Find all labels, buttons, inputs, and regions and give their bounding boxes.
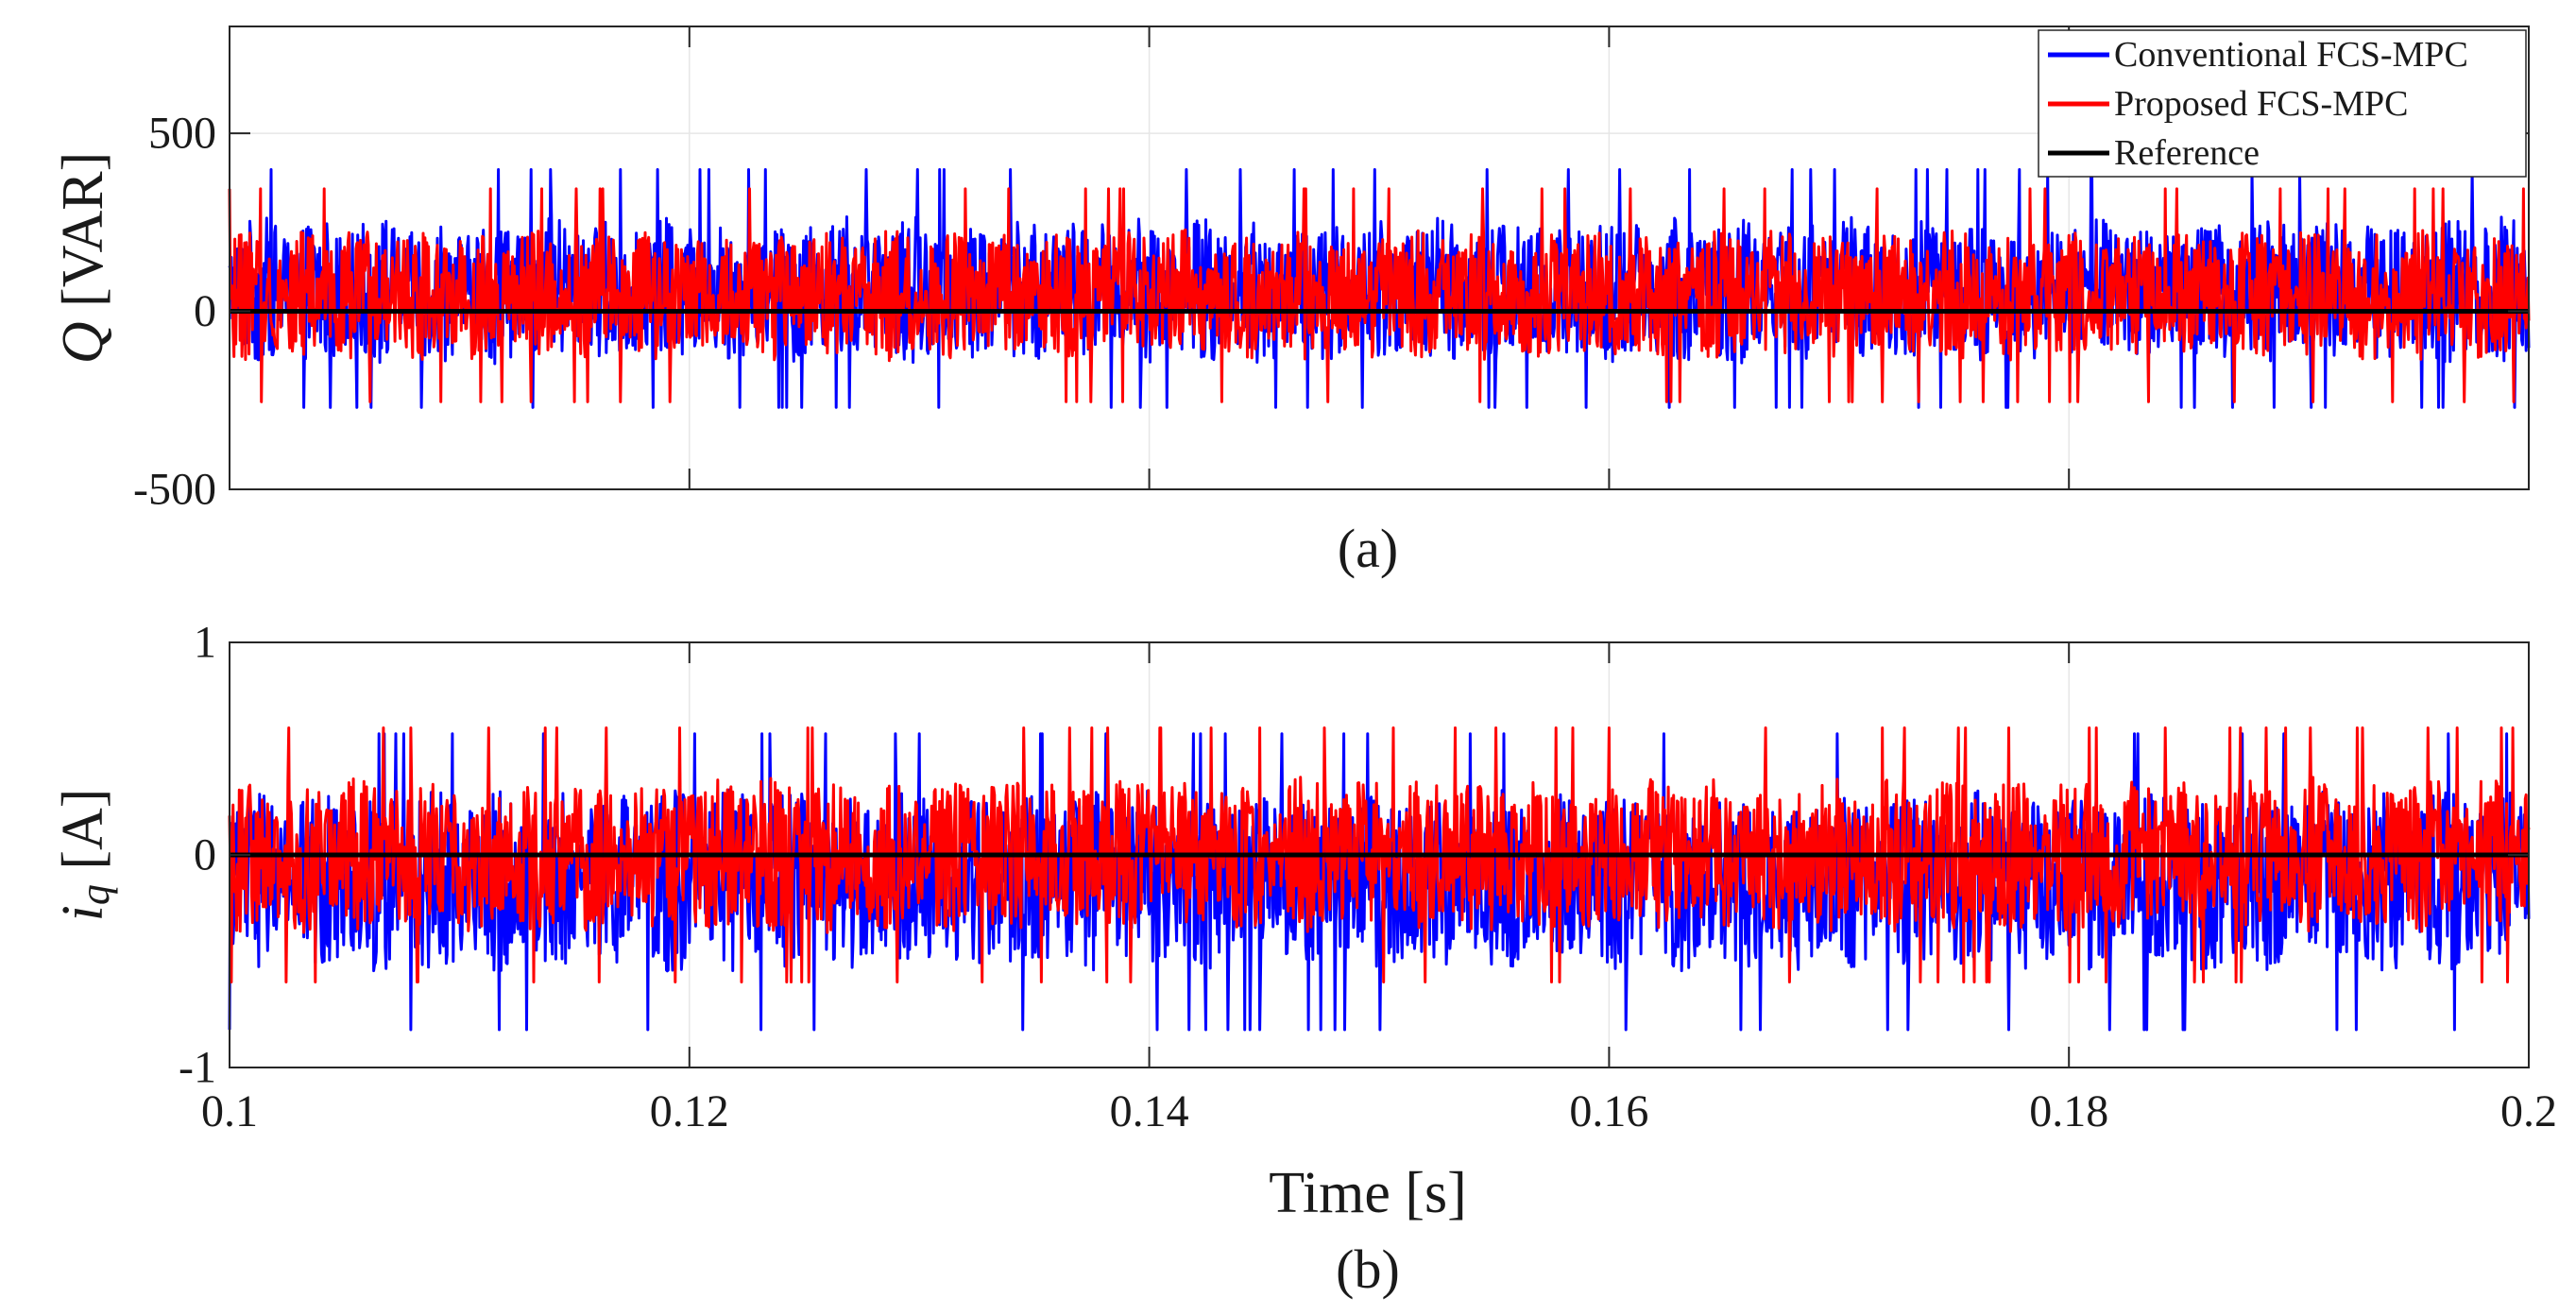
panel-a-series — [228, 168, 2531, 409]
panel-a-ylabel-symbol: Q — [51, 321, 115, 364]
panel-a-ytick-label: 500 — [148, 109, 216, 159]
panel-b-ytick-label: 1 — [194, 618, 216, 668]
panel-b-series-conventional-fcs-mpc — [228, 732, 2531, 1032]
panel-b-xtick-label: 0.18 — [2029, 1086, 2108, 1136]
legend-box — [2038, 29, 2527, 178]
panel-a-axes-box — [229, 26, 2530, 490]
panel-b-caption: (b) — [1336, 1238, 1400, 1300]
panel-b-ticks — [229, 641, 2530, 1068]
panel-b-xtick-labels: 0.1 0.12 0.14 0.16 0.18 0.2 — [201, 1086, 2557, 1136]
legend-label-conventional: Conventional FCS-MPC — [2114, 35, 2468, 75]
panel-b-xtick-label: 0.16 — [1569, 1086, 1648, 1136]
panel-b-ylabel-unit: [A] — [51, 789, 115, 885]
panel-b-ylabel: iq [A] — [51, 789, 118, 922]
panel-a: -500 0 500 Q [VAR] Conventional FCS-MPC Pr… — [51, 26, 2531, 579]
panel-a-ytick-labels: -500 0 500 — [133, 109, 216, 515]
panel-a-ytick-label: -500 — [133, 465, 216, 515]
legend-label-proposed: Proposed FCS-MPC — [2114, 84, 2408, 124]
panel-a-ytick-label: 0 — [194, 286, 216, 336]
panel-b-xtick-label: 0.12 — [650, 1086, 729, 1136]
panel-b-xtick-label: 0.2 — [2500, 1086, 2557, 1136]
panel-a-caption: (a) — [1338, 518, 1398, 579]
panel-b-series — [228, 726, 2531, 1032]
panel-b-xtick-label: 0.14 — [1110, 1086, 1189, 1136]
legend: Conventional FCS-MPC Proposed FCS-MPC Re… — [2038, 29, 2527, 178]
panel-b-ytick-label: -1 — [179, 1043, 216, 1093]
panel-b-xlabel: Time [s] — [1269, 1161, 1467, 1225]
panel-a-ylabel: Q [VAR] — [51, 152, 115, 364]
panel-a-ylabel-unit: [VAR] — [51, 152, 115, 322]
panel-b: -1 0 1 0.1 0.12 0.14 0.16 0.18 0.2 iq [A] Time … — [51, 618, 2557, 1301]
legend-label-reference: Reference — [2114, 133, 2260, 173]
panel-b-ytick-label: 0 — [194, 830, 216, 880]
panel-b-xtick-label: 0.1 — [201, 1086, 258, 1136]
panel-b-series-proposed-fcs-mpc — [228, 726, 2531, 983]
panel-b-ylabel-symbol: i — [51, 905, 115, 921]
panel-b-ytick-labels: -1 0 1 — [179, 618, 216, 1093]
panel-b-ylabel-sub: q — [72, 884, 118, 905]
